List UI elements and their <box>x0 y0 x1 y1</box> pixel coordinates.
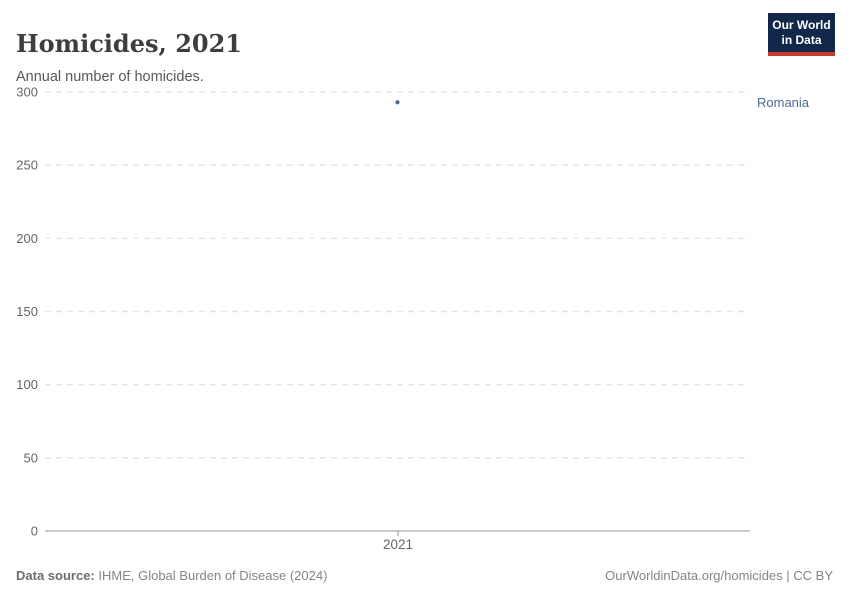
x-tick-label: 2021 <box>383 537 413 552</box>
data-source-value[interactable]: IHME, Global Burden of Disease (2024) <box>98 568 328 583</box>
data-source-label: Data source: <box>16 568 95 583</box>
data-point-romania[interactable] <box>395 100 400 105</box>
chart-subtitle: Annual number of homicides. <box>16 68 204 85</box>
data-source-note: Data source: IHME, Global Burden of Dise… <box>16 568 327 584</box>
y-tick-label-100: 100 <box>16 377 38 392</box>
entity-label-romania[interactable]: Romania <box>757 95 810 110</box>
chart-footer: Data source: IHME, Global Burden of Dise… <box>16 568 833 584</box>
owid-logo-line1: Our World <box>772 18 831 32</box>
y-tick-label-250: 250 <box>16 158 38 173</box>
owid-logo[interactable]: Our World in Data <box>768 13 835 56</box>
y-tick-label-150: 150 <box>16 304 38 319</box>
chart-title: Homicides, 2021 <box>16 29 242 59</box>
y-tick-label-50: 50 <box>24 450 38 465</box>
y-tick-label-200: 200 <box>16 231 38 246</box>
y-tick-label-0: 0 <box>31 524 38 539</box>
owid-logo-line2: in Data <box>781 32 822 47</box>
y-tick-label-300: 300 <box>16 85 38 100</box>
rights-link[interactable]: OurWorldinData.org/homicides | CC BY <box>605 568 833 583</box>
